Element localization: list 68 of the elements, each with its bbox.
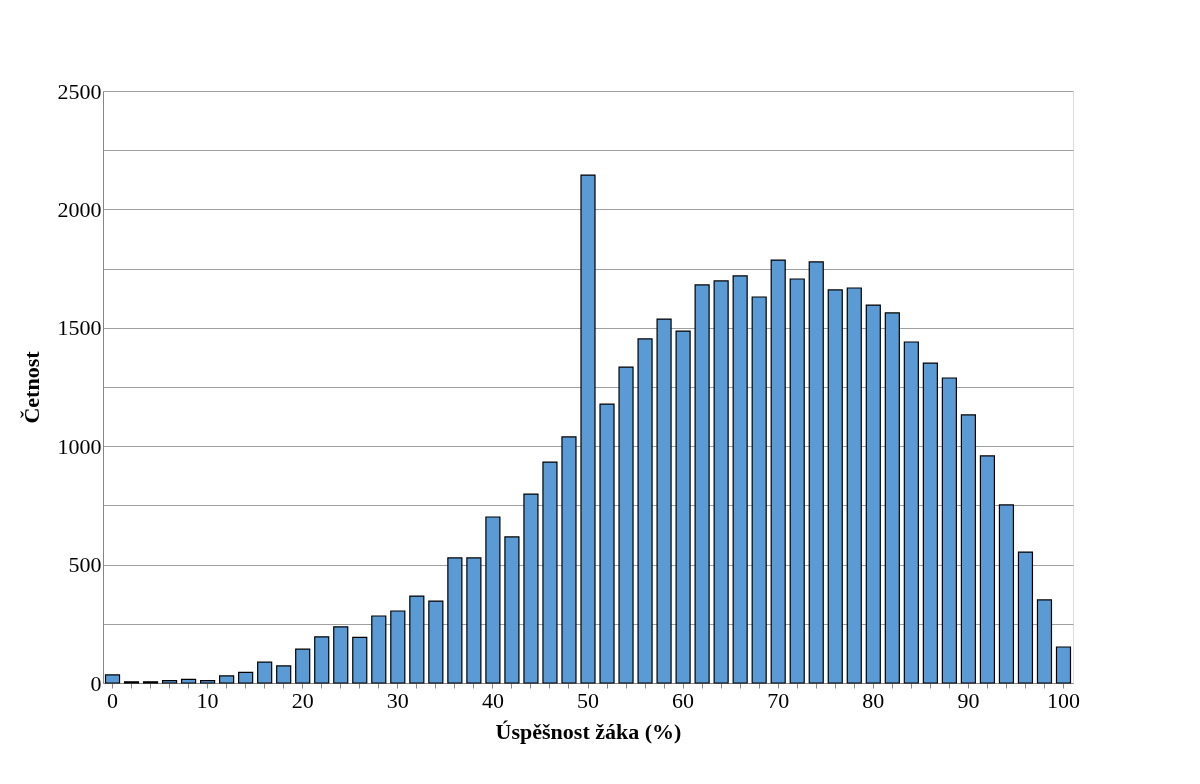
bar — [428, 600, 444, 684]
bar — [922, 362, 938, 684]
x-tick-label: 0 — [107, 687, 119, 713]
bar — [751, 296, 767, 684]
bar — [1036, 599, 1053, 684]
bar — [352, 636, 368, 684]
bar — [808, 261, 824, 684]
bar — [276, 665, 292, 684]
bar — [161, 680, 178, 684]
bar — [770, 259, 786, 684]
bar — [314, 636, 330, 684]
bar — [941, 377, 957, 684]
bar — [333, 626, 349, 684]
bar — [485, 516, 501, 684]
bar — [865, 304, 881, 684]
x-tick-label: 100 — [1046, 687, 1080, 713]
bar — [390, 610, 406, 684]
bar — [884, 312, 900, 684]
bar — [694, 284, 710, 684]
bar — [656, 318, 672, 684]
bar — [523, 493, 539, 684]
bar — [238, 671, 254, 684]
bar — [371, 615, 387, 684]
bar — [960, 414, 976, 684]
bar — [409, 595, 425, 684]
bar — [637, 338, 653, 684]
bar — [219, 675, 235, 684]
bar — [713, 280, 729, 684]
y-tick-label: 2000 — [57, 196, 102, 222]
y-axis-title: Četnost — [18, 350, 44, 424]
x-tick-label: 60 — [672, 687, 695, 713]
x-tick-label: 80 — [862, 687, 885, 713]
x-axis-title: Úspěšnost žáka (%) — [495, 718, 682, 744]
x-tick-label: 50 — [577, 687, 599, 713]
x-tick-label: 70 — [767, 687, 790, 713]
bar — [618, 366, 634, 684]
bar — [200, 680, 216, 684]
bar — [561, 436, 577, 684]
bar — [1055, 646, 1072, 684]
y-tick-label: 2500 — [57, 78, 102, 104]
y-tick-label: 1500 — [57, 315, 102, 341]
bar — [542, 461, 558, 684]
x-tick-label: 30 — [386, 687, 409, 713]
bar — [903, 341, 919, 684]
bar — [580, 174, 596, 684]
y-tick-label: 1000 — [57, 433, 102, 459]
x-tick-label: 90 — [957, 687, 980, 713]
bar — [180, 678, 197, 684]
bar — [846, 287, 862, 684]
bar — [504, 536, 520, 684]
x-tick-label: 10 — [196, 687, 219, 713]
bar — [466, 557, 482, 684]
bar — [675, 330, 691, 684]
y-tick-label: 500 — [68, 552, 102, 578]
bar — [732, 275, 748, 684]
bar — [257, 661, 273, 684]
bar — [599, 403, 615, 684]
bar — [998, 504, 1015, 684]
x-tick-label: 40 — [481, 687, 504, 713]
bar — [104, 674, 121, 684]
bar — [295, 648, 311, 684]
x-tick-label: 20 — [291, 687, 314, 713]
bar — [1017, 551, 1034, 684]
bar — [789, 278, 805, 684]
bar — [979, 455, 996, 684]
y-tick-label: 0 — [90, 670, 102, 696]
bar — [827, 289, 843, 684]
bar — [447, 557, 463, 684]
